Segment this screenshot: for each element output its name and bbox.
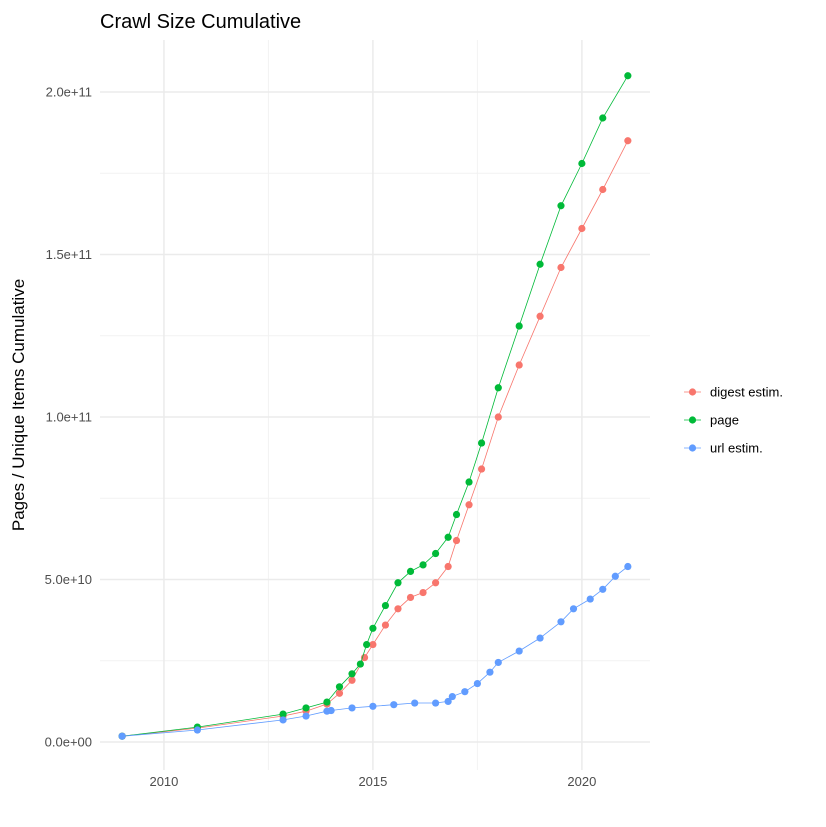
data-point [335,683,344,691]
data-point [363,640,371,649]
data-point [302,712,310,720]
data-point [193,726,201,734]
data-point [536,312,544,320]
data-point [411,699,419,707]
series-digest-estim- [118,137,632,740]
data-point [486,668,494,676]
chart-title: Crawl Size Cumulative [100,11,301,33]
x-tick-label: 2020 [567,774,596,789]
data-point [494,384,502,392]
data-point [390,701,398,709]
data-point [515,647,523,655]
data-point [461,688,469,696]
data-point [452,536,461,545]
data-point [586,595,594,603]
data-point [419,588,427,597]
data-point [394,605,402,613]
data-point [279,716,287,724]
data-point [477,439,486,447]
x-tick-label: 2015 [358,774,387,789]
data-point [279,710,287,718]
data-point [356,660,364,668]
data-point [494,658,502,667]
data-point [302,704,310,712]
data-point [369,702,377,710]
data-point [381,621,390,629]
data-point [624,137,632,145]
data-point [515,361,523,369]
data-point [419,561,427,569]
data-point [578,224,586,233]
y-tick-label: 2.0e+11 [46,85,92,100]
data-point [432,579,440,587]
data-point [599,185,607,194]
data-point [452,510,461,519]
data-point [494,413,502,421]
x-tick-label: 2010 [149,774,178,789]
legend: digest estim. page url estim. [684,385,783,456]
legend-key-point [688,416,697,424]
data-point [432,549,440,558]
data-point [444,697,452,706]
data-point [557,263,565,272]
tick-labels: 0.0e+00 5.0e+10 1.0e+11 1.5e+11 2.0e+11 2010 2… [45,85,597,789]
series-url-estim- [118,562,632,740]
legend-label: page [710,413,739,428]
data-point [444,562,452,571]
data-point [599,114,607,122]
data-point [335,689,344,697]
data-point [611,572,619,580]
data-point [348,704,356,712]
data-point [432,699,440,707]
legend-label: digest estim. [710,385,783,400]
data-point [448,692,456,701]
data-point [348,676,356,684]
data-point [557,618,565,626]
data-point [473,679,481,688]
data-point [477,465,486,473]
y-tick-label: 0.0e+00 [45,735,92,750]
data-point [369,624,377,632]
data-point [323,698,331,706]
data-point [599,585,607,593]
legend-key-point [688,444,697,452]
data-point [624,562,632,571]
data-point [624,72,632,80]
y-tick-label: 5.0e+10 [45,572,92,587]
data-point [569,605,578,613]
data-point [381,601,390,610]
data-point [536,260,544,268]
y-tick-label: 1.0e+11 [46,410,92,425]
legend-label: url estim. [710,441,763,456]
data-point [536,634,544,642]
data-point [557,202,565,210]
data-point [578,159,586,168]
gridlines [100,40,650,770]
y-axis-label: Pages / Unique Items Cumulative [9,279,28,531]
y-tick-label: 1.5e+11 [46,247,92,262]
data-point [515,322,523,330]
data-point [394,579,402,587]
data-point [348,670,356,678]
data-point [465,501,473,509]
legend-key-point [688,388,697,396]
data-point [406,567,415,576]
data-point [406,593,415,602]
series-line [122,75,629,737]
data-point [327,706,335,715]
data-point [369,640,377,649]
series-page [118,72,632,740]
series-layer [118,72,632,740]
data-point [465,478,473,486]
data-point [444,533,452,541]
data-point [118,732,126,740]
series-line [122,566,629,737]
